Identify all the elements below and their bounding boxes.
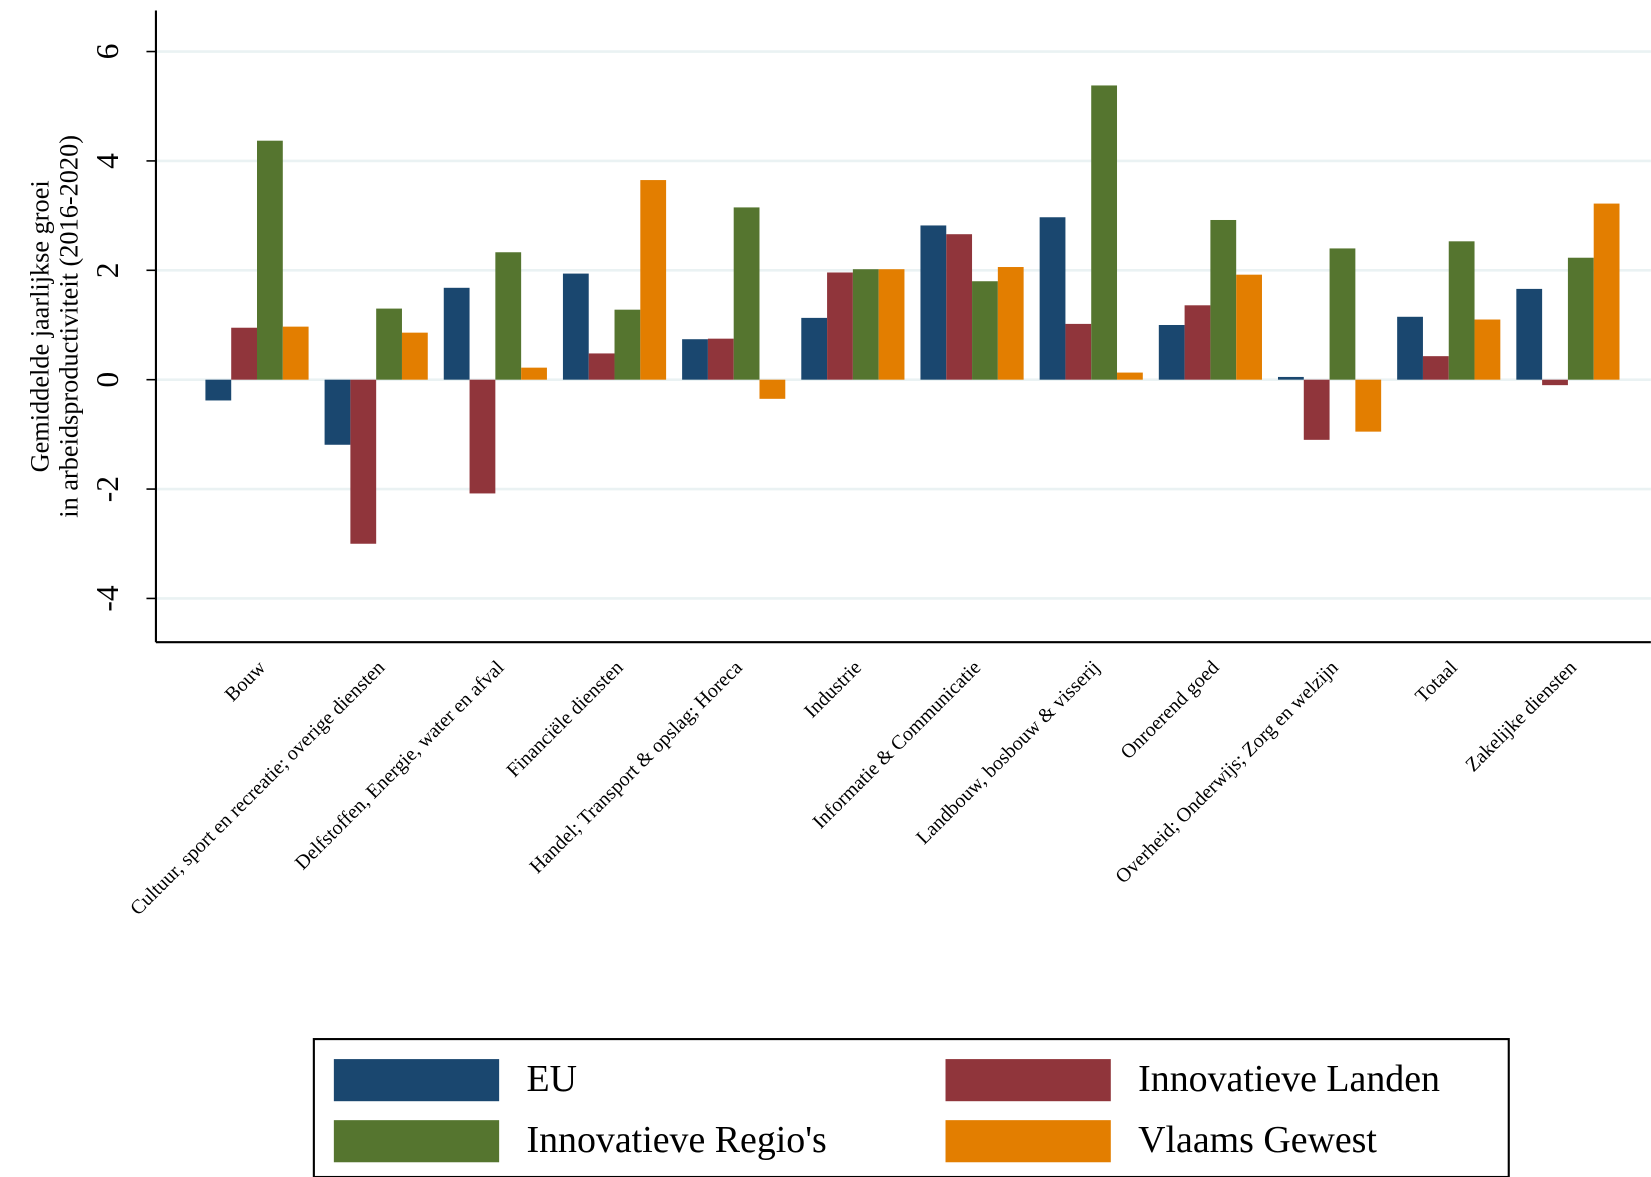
- bar: [1397, 316, 1423, 380]
- bar: [1422, 356, 1449, 380]
- bar: [946, 234, 973, 380]
- bar: [1474, 319, 1501, 380]
- bar: [852, 269, 879, 380]
- bar: [1329, 248, 1356, 380]
- y-axis-label: Gemiddelde jaarlijkse groei: [25, 180, 54, 472]
- bar: [350, 379, 377, 544]
- bar: [1210, 219, 1237, 380]
- bar: [521, 367, 547, 380]
- bar: [588, 353, 615, 380]
- y-axis-label: in arbeidsproductiviteit (2016-2020): [55, 135, 84, 518]
- bar: [972, 281, 998, 380]
- bar: [257, 140, 283, 380]
- bar: [682, 339, 708, 380]
- bar: [878, 269, 905, 380]
- bar: [324, 379, 351, 445]
- bar: [1236, 274, 1262, 380]
- legend-swatch: [333, 1120, 500, 1163]
- bar: [401, 332, 428, 380]
- bar: [1117, 372, 1143, 380]
- bar: [205, 379, 232, 401]
- bar: [1303, 379, 1330, 440]
- y-tick-label: -4: [90, 585, 125, 612]
- bar: [376, 308, 402, 380]
- bar: [1593, 203, 1620, 380]
- y-tick-label: 2: [90, 262, 125, 278]
- bar: [1277, 376, 1304, 380]
- legend-label: EU: [527, 1058, 577, 1100]
- y-tick-label: 4: [90, 153, 125, 169]
- bar: [827, 272, 853, 380]
- legend-label: Vlaams Gewest: [1138, 1119, 1377, 1161]
- bar: [1158, 324, 1185, 380]
- bar: [640, 180, 667, 380]
- bar: [1448, 241, 1475, 380]
- bar: [920, 225, 947, 380]
- bar: [614, 309, 641, 380]
- legend-label: Innovatieve Regio's: [527, 1119, 827, 1161]
- legend-box: [312, 1038, 1510, 1177]
- legend-swatch: [945, 1059, 1111, 1102]
- bar: [997, 267, 1024, 380]
- legend-swatch: [333, 1059, 500, 1102]
- bar: [469, 379, 496, 494]
- legend-swatch: [945, 1120, 1111, 1163]
- legend-label: Innovatieve Landen: [1138, 1058, 1440, 1100]
- bar: [1355, 379, 1382, 432]
- bar: [562, 273, 589, 380]
- y-tick-label: 6: [90, 44, 125, 60]
- bar: [1516, 288, 1543, 380]
- bar: [282, 326, 309, 380]
- bar: [1567, 257, 1594, 380]
- bar: [1542, 379, 1568, 386]
- bar: [759, 379, 786, 399]
- bar: [495, 252, 522, 380]
- y-tick-label: -2: [90, 476, 125, 502]
- bar: [1065, 323, 1092, 380]
- bar: [707, 338, 734, 380]
- bar: [1091, 85, 1118, 380]
- y-tick-label: 0: [90, 372, 125, 388]
- bar: [443, 287, 470, 380]
- bar: [1184, 305, 1211, 380]
- bar: [1039, 217, 1066, 380]
- bar: [733, 207, 760, 380]
- bar: [231, 327, 258, 380]
- bar: [801, 317, 828, 380]
